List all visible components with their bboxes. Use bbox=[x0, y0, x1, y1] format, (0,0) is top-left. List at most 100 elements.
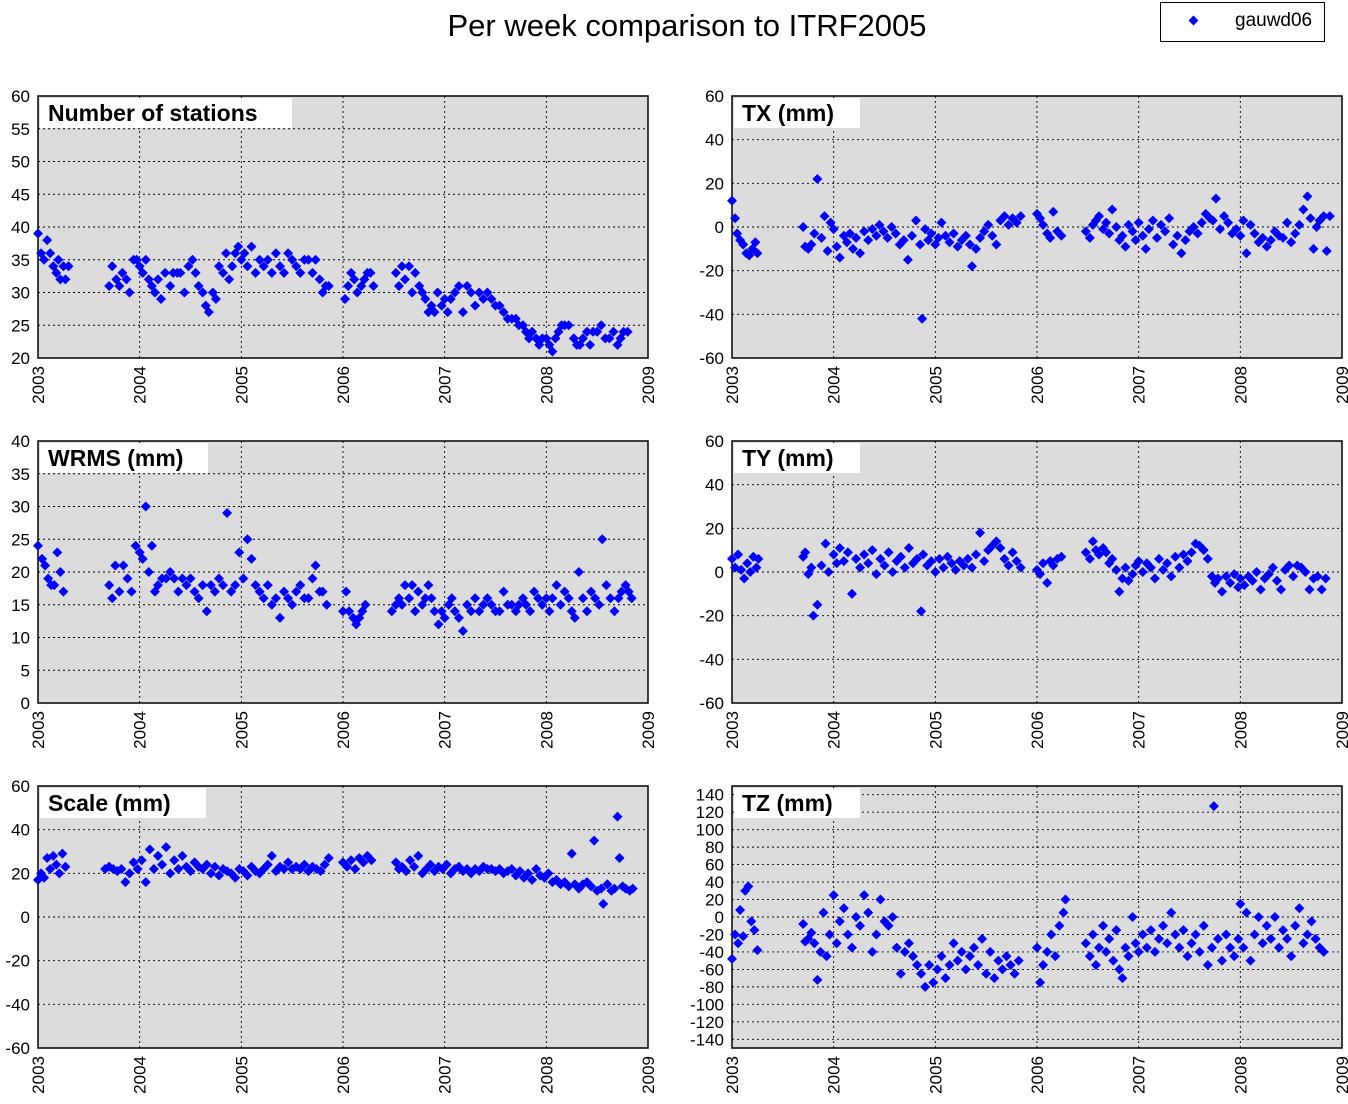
data-point bbox=[104, 280, 115, 291]
data-point bbox=[266, 850, 277, 861]
data-point bbox=[124, 287, 135, 298]
data-point bbox=[871, 230, 882, 241]
data-point bbox=[898, 235, 909, 246]
y-tick-label: 25 bbox=[11, 316, 30, 335]
data-point bbox=[907, 951, 918, 962]
data-point bbox=[596, 320, 607, 331]
data-point bbox=[1160, 226, 1171, 237]
data-point bbox=[340, 294, 351, 305]
data-point bbox=[752, 945, 763, 956]
y-tick-label: 35 bbox=[11, 251, 30, 270]
data-point bbox=[1137, 230, 1148, 241]
data-point bbox=[948, 228, 959, 239]
y-tick-label: -20 bbox=[699, 925, 724, 944]
y-tick-label: 40 bbox=[705, 131, 724, 150]
data-point bbox=[733, 938, 744, 949]
data-point bbox=[952, 955, 963, 966]
data-point bbox=[1294, 903, 1305, 914]
data-point bbox=[809, 228, 820, 239]
data-point bbox=[822, 246, 833, 257]
data-point bbox=[1107, 553, 1118, 564]
data-point bbox=[975, 527, 986, 538]
data-point bbox=[604, 333, 615, 344]
data-point bbox=[960, 230, 971, 241]
data-point bbox=[527, 874, 538, 885]
data-point bbox=[1130, 938, 1141, 949]
data-point bbox=[875, 553, 886, 564]
data-point bbox=[527, 326, 538, 337]
data-point bbox=[841, 237, 852, 248]
data-point bbox=[582, 326, 592, 337]
data-point bbox=[346, 855, 357, 866]
data-point bbox=[533, 593, 544, 604]
data-point bbox=[846, 942, 857, 953]
data-point bbox=[834, 252, 845, 263]
data-point bbox=[413, 850, 424, 861]
data-point bbox=[295, 267, 306, 278]
data-point bbox=[1035, 569, 1046, 580]
data-point bbox=[352, 287, 363, 298]
data-point bbox=[343, 280, 354, 291]
data-point bbox=[104, 580, 115, 591]
data-point bbox=[462, 599, 473, 610]
data-point bbox=[882, 232, 893, 243]
data-point bbox=[818, 907, 829, 918]
data-point bbox=[222, 508, 233, 519]
data-point bbox=[190, 267, 201, 278]
data-point bbox=[1058, 907, 1069, 918]
data-point bbox=[735, 905, 746, 916]
data-point bbox=[733, 549, 744, 560]
x-tick-label: 2005 bbox=[232, 366, 251, 404]
data-point bbox=[128, 857, 139, 868]
data-point bbox=[1168, 239, 1179, 250]
data-point bbox=[1170, 929, 1181, 940]
data-point bbox=[999, 553, 1010, 564]
data-point bbox=[1294, 219, 1305, 230]
data-point bbox=[114, 586, 125, 597]
data-point bbox=[1123, 219, 1134, 230]
data-point bbox=[1141, 942, 1152, 953]
data-point bbox=[161, 842, 172, 853]
y-tick-label: 20 bbox=[11, 563, 30, 582]
data-point bbox=[1145, 562, 1156, 573]
data-point bbox=[1208, 801, 1219, 812]
data-point bbox=[997, 964, 1008, 975]
data-point bbox=[800, 547, 811, 558]
data-point bbox=[964, 239, 975, 250]
data-point bbox=[401, 866, 412, 877]
data-point bbox=[887, 912, 898, 922]
data-point bbox=[1094, 211, 1105, 222]
data-point bbox=[420, 593, 431, 604]
data-point bbox=[117, 267, 128, 278]
data-point bbox=[798, 918, 809, 929]
data-point bbox=[1174, 562, 1185, 573]
data-point bbox=[45, 248, 56, 259]
y-tick-label: 80 bbox=[705, 838, 724, 857]
data-point bbox=[738, 239, 749, 250]
data-point bbox=[425, 859, 436, 870]
data-point bbox=[1198, 545, 1209, 556]
data-point bbox=[940, 230, 951, 241]
data-point bbox=[1196, 217, 1207, 228]
data-point bbox=[979, 556, 990, 567]
data-point bbox=[886, 222, 897, 232]
x-tick-label: 2009 bbox=[639, 366, 658, 404]
data-point bbox=[1038, 219, 1049, 230]
data-point bbox=[323, 280, 334, 291]
data-point bbox=[730, 213, 741, 224]
data-point bbox=[1154, 933, 1164, 944]
data-point bbox=[750, 237, 761, 248]
data-point bbox=[466, 287, 477, 298]
data-point bbox=[616, 586, 627, 597]
x-tick-label: 2006 bbox=[334, 1056, 353, 1094]
data-point bbox=[1011, 217, 1022, 228]
panel-title-box bbox=[40, 98, 292, 128]
data-point bbox=[1104, 228, 1115, 239]
data-point bbox=[867, 224, 878, 235]
data-point bbox=[1045, 232, 1056, 243]
data-point bbox=[173, 863, 184, 874]
x-tick-label: 2004 bbox=[131, 1056, 150, 1094]
chart-panel-4: 2003 2004 2005 2006 2007 2008 2009 -60 -40 -20 0 20… bbox=[699, 432, 1348, 749]
data-point bbox=[916, 606, 927, 617]
data-point bbox=[1306, 916, 1317, 927]
